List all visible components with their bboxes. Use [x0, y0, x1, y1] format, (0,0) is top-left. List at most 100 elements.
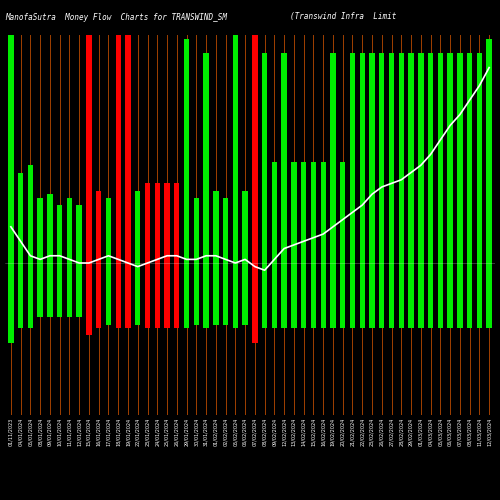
Bar	[204, 263, 209, 328]
Bar	[135, 263, 140, 324]
Bar	[194, 263, 199, 324]
Bar	[457, 53, 462, 263]
Bar	[476, 53, 482, 263]
Bar	[448, 53, 453, 263]
Bar	[145, 263, 150, 328]
Bar	[204, 53, 209, 263]
Bar	[291, 162, 296, 263]
Bar	[448, 263, 453, 328]
Bar	[213, 190, 218, 263]
Bar	[282, 263, 287, 328]
Bar	[223, 198, 228, 263]
Bar	[126, 263, 130, 328]
Bar	[164, 263, 170, 328]
Bar	[311, 263, 316, 328]
Bar	[8, 263, 14, 342]
Bar	[408, 53, 414, 263]
Bar	[76, 263, 82, 318]
Bar	[18, 172, 24, 263]
Bar	[194, 198, 199, 263]
Bar	[116, 263, 121, 328]
Bar	[38, 198, 43, 263]
Bar	[428, 53, 434, 263]
Bar	[272, 162, 277, 263]
Bar	[350, 53, 355, 263]
Bar	[252, 263, 258, 342]
Bar	[154, 184, 160, 263]
Bar	[370, 263, 374, 328]
Bar	[145, 184, 150, 263]
Bar	[76, 205, 82, 263]
Bar	[262, 53, 268, 263]
Bar	[379, 53, 384, 263]
Bar	[311, 162, 316, 263]
Bar	[174, 263, 180, 328]
Text: ManofaSutra  Money Flow  Charts for TRANSWIND_SM: ManofaSutra Money Flow Charts for TRANSW…	[5, 12, 227, 22]
Bar	[340, 263, 345, 328]
Bar	[486, 263, 492, 328]
Bar	[398, 53, 404, 263]
Bar	[379, 263, 384, 328]
Bar	[184, 38, 189, 263]
Bar	[350, 263, 355, 328]
Bar	[47, 194, 52, 263]
Bar	[213, 263, 218, 324]
Bar	[232, 263, 238, 328]
Bar	[330, 263, 336, 328]
Bar	[418, 53, 424, 263]
Bar	[8, 0, 14, 263]
Bar	[262, 263, 268, 328]
Bar	[18, 263, 24, 328]
Bar	[28, 166, 33, 263]
Bar	[38, 263, 43, 318]
Bar	[370, 53, 374, 263]
Bar	[438, 263, 443, 328]
Bar	[96, 263, 102, 328]
Bar	[66, 198, 72, 263]
Bar	[96, 190, 102, 263]
Bar	[476, 263, 482, 328]
Bar	[291, 263, 296, 328]
Bar	[301, 263, 306, 328]
Bar	[428, 263, 434, 328]
Bar	[28, 263, 33, 328]
Bar	[252, 0, 258, 263]
Bar	[389, 263, 394, 328]
Bar	[232, 10, 238, 263]
Bar	[86, 10, 92, 263]
Bar	[106, 263, 111, 324]
Bar	[135, 190, 140, 263]
Bar	[320, 162, 326, 263]
Bar	[126, 0, 130, 263]
Bar	[223, 263, 228, 324]
Bar	[330, 53, 336, 263]
Bar	[282, 53, 287, 263]
Bar	[184, 263, 189, 328]
Bar	[457, 263, 462, 328]
Text: (Transwind Infra  Limit: (Transwind Infra Limit	[290, 12, 397, 22]
Bar	[418, 263, 424, 328]
Bar	[438, 53, 443, 263]
Bar	[360, 53, 365, 263]
Bar	[154, 263, 160, 328]
Bar	[360, 263, 365, 328]
Bar	[116, 0, 121, 263]
Bar	[106, 198, 111, 263]
Bar	[467, 263, 472, 328]
Bar	[66, 263, 72, 318]
Bar	[164, 184, 170, 263]
Bar	[272, 263, 277, 328]
Bar	[174, 184, 180, 263]
Bar	[486, 38, 492, 263]
Bar	[389, 53, 394, 263]
Bar	[57, 205, 62, 263]
Bar	[467, 53, 472, 263]
Bar	[242, 263, 248, 324]
Bar	[86, 263, 92, 336]
Bar	[301, 162, 306, 263]
Bar	[398, 263, 404, 328]
Bar	[57, 263, 62, 318]
Bar	[408, 263, 414, 328]
Bar	[340, 162, 345, 263]
Bar	[242, 190, 248, 263]
